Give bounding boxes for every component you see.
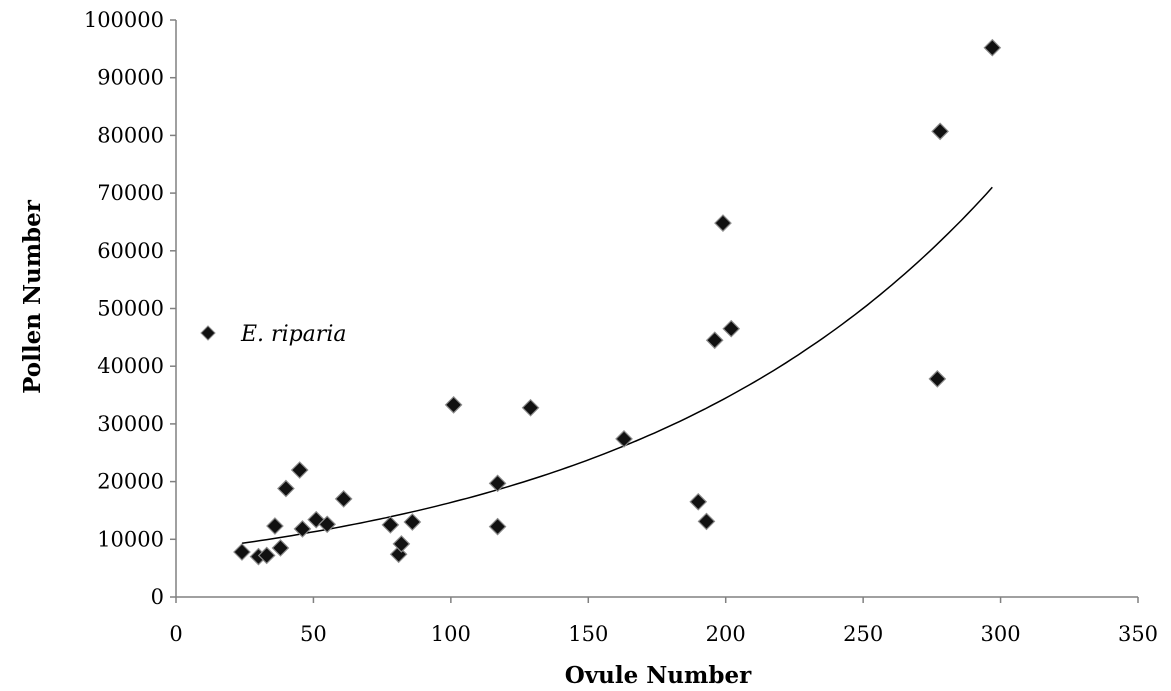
data-point	[403, 513, 422, 531]
x-tick-label: 300	[981, 622, 1021, 646]
data-point	[381, 516, 400, 534]
y-tick-label: 50000	[97, 297, 164, 321]
data-point	[983, 38, 1002, 57]
data-point	[266, 517, 284, 535]
y-axis-title: Pollen Number	[19, 199, 46, 394]
legend: E. riparia	[200, 322, 346, 347]
y-tick-label: 0	[151, 585, 164, 609]
data-point	[277, 479, 295, 498]
data-point	[521, 398, 540, 417]
x-tick-label: 100	[431, 622, 471, 646]
x-axis-ticks: 0 50 100 150 200 250 300 350	[169, 597, 1158, 646]
y-tick-label: 80000	[97, 123, 164, 147]
x-tick-label: 350	[1118, 622, 1158, 646]
y-tick-label: 40000	[97, 354, 164, 378]
data-point	[705, 331, 724, 350]
x-tick-label: 0	[169, 622, 182, 646]
x-tick-label: 50	[300, 622, 327, 646]
y-tick-label: 30000	[97, 412, 164, 436]
data-point	[334, 490, 353, 508]
x-axis-title: Ovule Number	[565, 662, 752, 689]
data-point	[931, 122, 949, 141]
y-tick-label: 20000	[97, 470, 164, 494]
data-point	[233, 543, 251, 561]
y-tick-label: 10000	[97, 527, 164, 551]
data-point	[928, 370, 947, 388]
trendline	[241, 186, 993, 545]
y-tick-label: 70000	[97, 181, 164, 205]
legend-marker-diamond	[200, 325, 216, 341]
y-tick-label: 100000	[84, 8, 164, 32]
data-point	[722, 319, 741, 338]
data-point	[318, 515, 337, 534]
y-tick-label: 90000	[97, 66, 164, 90]
data-point	[689, 492, 708, 511]
data-point	[271, 539, 290, 557]
data-point	[615, 430, 633, 448]
x-tick-label: 150	[568, 622, 608, 646]
data-point	[714, 214, 732, 232]
x-tick-label: 250	[843, 622, 883, 646]
data-point	[293, 520, 312, 538]
data-point	[697, 512, 716, 531]
data-point	[444, 396, 463, 414]
legend-label: E. riparia	[240, 322, 346, 347]
data-point	[392, 535, 411, 553]
x-tick-label: 200	[706, 622, 746, 646]
axes	[175, 20, 1138, 598]
y-axis-ticks: 0 10000 20000 30000 40000 50000 60000 70000 8000…	[84, 8, 176, 609]
data-point	[488, 517, 507, 536]
data-point	[488, 474, 507, 493]
data-points	[233, 38, 1002, 566]
data-point	[290, 461, 309, 479]
data-point	[257, 546, 276, 565]
y-tick-label: 60000	[97, 239, 164, 263]
